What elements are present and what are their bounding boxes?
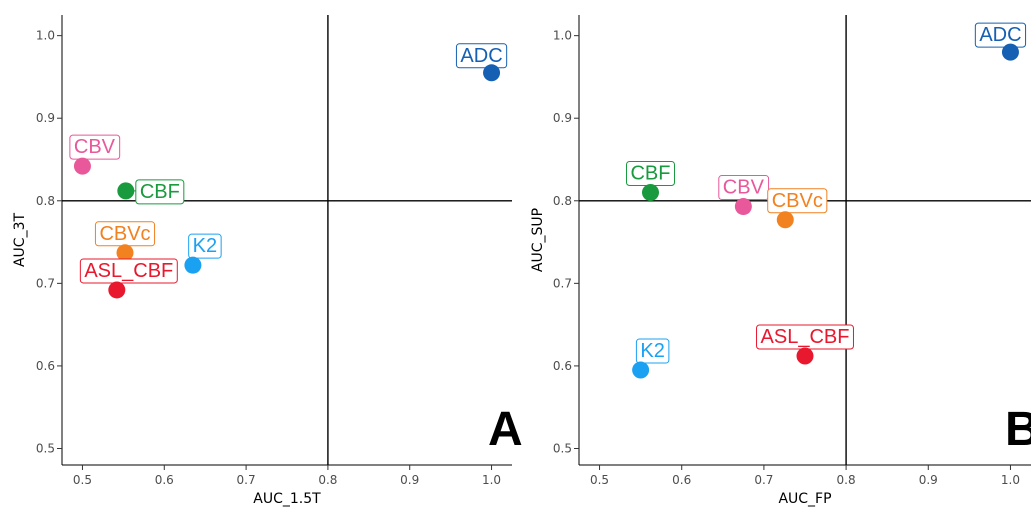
point-label-text: ASL_CBF	[761, 326, 850, 348]
x-tick-label: 0.5	[73, 473, 92, 487]
x-tick-label: 0.6	[155, 473, 174, 487]
data-point	[483, 64, 501, 82]
point-label-text: CBVc	[772, 190, 823, 212]
y-axis-title: AUC_SUP	[530, 208, 546, 272]
data-point	[108, 281, 126, 299]
point-label: K2	[635, 338, 670, 364]
point-label-text: K2	[640, 340, 664, 362]
point-label-box	[79, 258, 178, 284]
point-label-text: ASL_CBF	[84, 260, 173, 282]
point-label-box	[635, 338, 670, 364]
point-label-text: ADC	[979, 24, 1021, 46]
y-tick-label: 0.5	[36, 441, 55, 455]
y-tick-label: 1.0	[553, 29, 572, 43]
x-tick-label: 0.7	[754, 473, 773, 487]
point-label-box	[455, 43, 508, 69]
y-tick-label: 1.0	[36, 29, 55, 43]
y-axis-title: AUC_3T	[12, 213, 28, 268]
point-label: ASL_CBF	[79, 258, 178, 284]
panel-tag: A	[488, 403, 523, 456]
y-tick-label: 0.8	[36, 194, 55, 208]
panel-tag: B	[1005, 403, 1031, 456]
point-label-box	[974, 22, 1027, 48]
y-tick-label: 0.5	[553, 441, 572, 455]
point-label-text: CBVc	[99, 223, 150, 245]
point-label: K2	[188, 233, 222, 259]
point-label-text: ADC	[460, 45, 502, 67]
data-point	[73, 157, 91, 175]
x-tick-label: 0.9	[400, 473, 419, 487]
y-tick-label: 0.8	[553, 194, 572, 208]
point-label-text: K2	[193, 235, 217, 257]
data-point	[1001, 43, 1019, 61]
y-tick-label: 0.6	[36, 359, 55, 373]
data-point	[184, 256, 202, 274]
data-point	[734, 198, 752, 216]
x-axis-title: AUC_FP	[778, 491, 831, 507]
data-point	[776, 211, 794, 229]
point-label: CBF	[625, 161, 675, 187]
point-label: ADC	[974, 22, 1027, 48]
x-tick-label: 0.8	[318, 473, 337, 487]
point-label: CBVc	[767, 188, 828, 214]
y-tick-label: 0.7	[36, 276, 55, 290]
point-label: CBV	[718, 175, 770, 201]
point-label-text: CBV	[723, 177, 765, 199]
x-tick-label: 0.9	[919, 473, 938, 487]
point-label-box	[767, 188, 828, 214]
y-tick-label: 0.9	[553, 111, 572, 125]
x-tick-label: 0.6	[672, 473, 691, 487]
data-point	[641, 184, 659, 202]
data-point	[796, 347, 814, 365]
x-tick-label: 0.8	[837, 473, 856, 487]
point-label-box	[135, 179, 185, 205]
point-label: ASL_CBF	[756, 324, 854, 350]
point-label-text: CBF	[630, 163, 670, 185]
point-label-box	[69, 134, 121, 160]
panel-b: 0.5 0.6 0.7 0.8 0.9 1.0 0.5 0.6 0.7 0.8 0.9 1.0 AUC_…	[530, 15, 1031, 507]
data-point	[632, 361, 650, 379]
x-tick-label: 1.0	[482, 473, 501, 487]
point-label: CBVc	[94, 221, 156, 247]
data-point	[117, 182, 135, 200]
x-tick-label: 1.0	[1001, 473, 1020, 487]
point-label: ADC	[455, 43, 508, 69]
x-tick-label: 0.7	[237, 473, 256, 487]
point-label: CBV	[69, 134, 121, 160]
x-tick-label: 0.5	[590, 473, 609, 487]
x-axis-title: AUC_1.5T	[253, 491, 321, 507]
point-label-text: CBV	[74, 136, 116, 158]
panel-a: 0.5 0.6 0.7 0.8 0.9 1.0 0.5 0.6 0.7 0.8 0.9 1.0 AUC_…	[12, 15, 523, 507]
y-tick-label: 0.9	[36, 111, 55, 125]
y-tick-label: 0.7	[553, 276, 572, 290]
point-label-text: CBF	[140, 181, 180, 203]
y-tick-label: 0.6	[553, 359, 572, 373]
point-label-box	[188, 233, 222, 259]
data-point	[116, 244, 134, 262]
